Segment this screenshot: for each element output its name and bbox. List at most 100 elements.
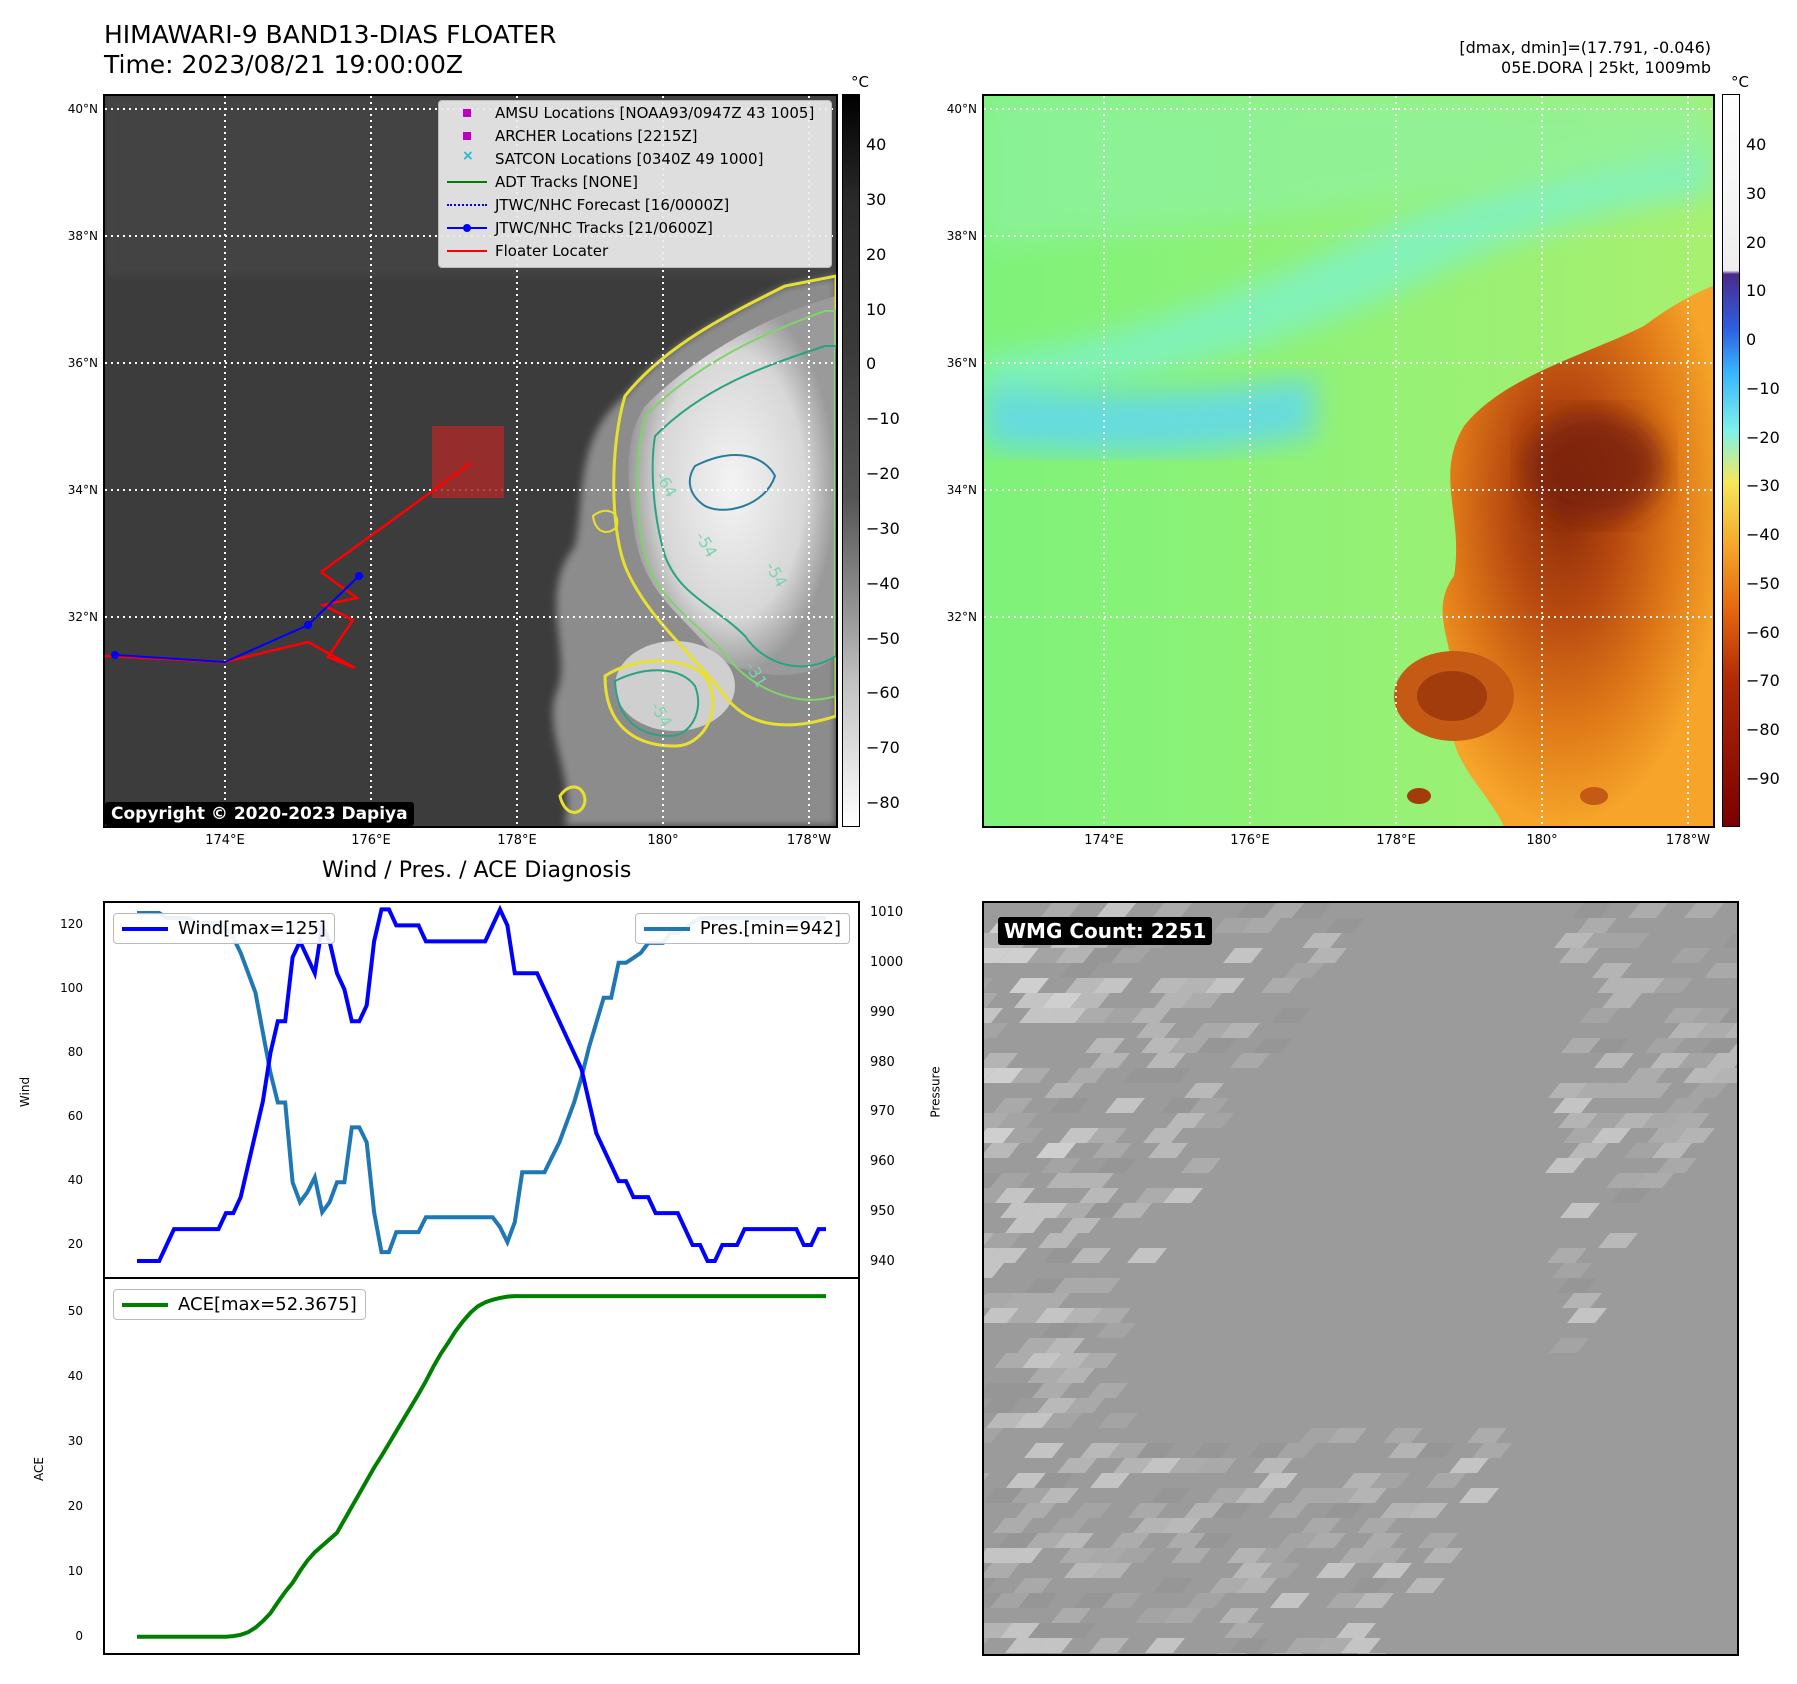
legend-item: ADT Tracks [NONE] xyxy=(439,170,831,193)
legend-label: JTWC/NHC Forecast [16/0000Z] xyxy=(495,195,730,214)
legend-label: JTWC/NHC Tracks [21/0600Z] xyxy=(495,218,713,237)
latitude-label: 32°N xyxy=(946,610,977,624)
latitude-label: 36°N xyxy=(946,356,977,370)
ir-colorbar-tick: −70 xyxy=(866,738,900,758)
jtwc-track xyxy=(114,575,360,664)
color-colorbar-tick: −40 xyxy=(1746,525,1780,545)
wmg-image xyxy=(984,903,1737,1654)
latitude-label: 38°N xyxy=(67,229,98,243)
color-map-panel xyxy=(982,94,1715,828)
pressure-axis-tick: 980 xyxy=(870,1054,895,1070)
ir-colorbar xyxy=(842,94,860,827)
legend-item: JTWC/NHC Forecast [16/0000Z] xyxy=(439,193,831,216)
pressure-legend-label: Pres.[min=942] xyxy=(699,918,841,939)
ir-colorbar-tick: −50 xyxy=(866,628,900,648)
longitude-label: 176°E xyxy=(351,833,391,848)
legend-symbol xyxy=(447,244,487,258)
ace-plot xyxy=(137,1294,826,1639)
ace-axis-tick: 0 xyxy=(75,1628,83,1643)
latitude-label: 34°N xyxy=(67,483,98,497)
pressure-axis-tick: 1010 xyxy=(870,904,904,920)
ir-colorbar-unit: °C xyxy=(851,73,869,91)
legend-label: ARCHER Locations [2215Z] xyxy=(495,126,698,145)
wind-legend: Wind[max=125] xyxy=(113,913,335,944)
map-legend: AMSU Locations [NOAA93/0947Z 43 1005] ARC… xyxy=(438,100,832,268)
wind-axis-tick: 40 xyxy=(67,1173,83,1188)
pressure-axis-title: Pressure xyxy=(928,1066,943,1118)
copyright-badge: Copyright © 2020-2023 Dapiya xyxy=(105,802,414,826)
ace-axis-title: ACE xyxy=(31,1457,46,1481)
color-colorbar-tick: −60 xyxy=(1746,622,1780,642)
ace-axis-tick: 20 xyxy=(67,1498,83,1513)
wind-pressure-chart: Wind[max=125] Pres.[min=942] xyxy=(103,901,860,1279)
longitude-label: 178°E xyxy=(497,833,537,848)
ir-colorbar-tick: −10 xyxy=(866,409,900,429)
color-colorbar-tick: −20 xyxy=(1746,427,1780,447)
legend-item: AMSU Locations [NOAA93/0947Z 43 1005] xyxy=(439,101,831,124)
legend-item: × SATCON Locations [0340Z 49 1000] xyxy=(439,147,831,170)
ace-legend: ACE[max=52.3675] xyxy=(113,1289,366,1320)
ir-colorbar-tick: 0 xyxy=(866,354,877,374)
legend-label: ADT Tracks [NONE] xyxy=(495,172,639,191)
legend-symbol xyxy=(447,221,487,235)
wind-pressure-plot xyxy=(137,904,826,1263)
pressure-axis-tick: 990 xyxy=(870,1004,895,1020)
longitude-label: 178°E xyxy=(1376,833,1416,848)
longitude-label: 174°E xyxy=(1084,833,1124,848)
wind-axis-tick: 100 xyxy=(60,981,83,996)
floater-box xyxy=(432,426,504,498)
ir-colorbar-tick: 20 xyxy=(866,244,887,264)
legend-symbol xyxy=(447,129,487,143)
wind-legend-label: Wind[max=125] xyxy=(178,918,326,939)
color-colorbar-tick: 20 xyxy=(1746,232,1767,252)
latitude-label: 36°N xyxy=(67,356,98,370)
wmg-panel: WMG Count: 2251 xyxy=(982,901,1739,1656)
color-colorbar xyxy=(1722,94,1740,827)
ace-series-line xyxy=(137,1294,826,1639)
color-map-image xyxy=(984,96,1713,826)
ace-axis-tick: 30 xyxy=(67,1433,83,1448)
dmax-dmin-info: [dmax, dmin]=(17.791, -0.046) xyxy=(1459,38,1711,57)
ir-colorbar-tick: 40 xyxy=(866,135,887,154)
color-colorbar-unit: °C xyxy=(1731,73,1749,91)
ace-axis-tick: 40 xyxy=(67,1368,83,1383)
color-colorbar-tick: −80 xyxy=(1746,720,1780,740)
ir-colorbar-tick: −20 xyxy=(866,464,900,483)
legend-symbol xyxy=(447,106,487,120)
legend-label: Floater Locater xyxy=(495,241,609,260)
wind-axis-tick: 60 xyxy=(67,1109,83,1124)
longitude-label: 180° xyxy=(647,833,679,848)
legend-item: ARCHER Locations [2215Z] xyxy=(439,124,831,147)
longitude-label: 180° xyxy=(1526,833,1558,848)
color-colorbar-tick: 10 xyxy=(1746,281,1767,301)
wind-axis-title: Wind xyxy=(18,1076,33,1108)
storm-info: 05E.DORA | 25kt, 1009mb xyxy=(1501,58,1711,77)
pressure-axis-tick: 1000 xyxy=(870,954,904,970)
latitude-label: 38°N xyxy=(946,229,977,243)
legend-item: JTWC/NHC Tracks [21/0600Z] xyxy=(439,216,831,239)
legend-label: SATCON Locations [0340Z 49 1000] xyxy=(495,149,764,168)
pressure-axis-tick: 940 xyxy=(870,1254,895,1270)
pressure-axis-tick: 970 xyxy=(870,1104,895,1120)
legend-item: Floater Locater xyxy=(439,239,831,262)
longitude-label: 178°W xyxy=(1665,833,1711,848)
wmg-count-badge: WMG Count: 2251 xyxy=(998,917,1213,945)
legend-symbol: × xyxy=(462,147,474,164)
wind-axis-tick: 80 xyxy=(67,1045,83,1060)
ir-colorbar-tick: −30 xyxy=(866,518,900,538)
pressure-axis-tick: 950 xyxy=(870,1204,895,1220)
wind-axis-tick: 20 xyxy=(67,1237,83,1252)
longitude-label: 174°E xyxy=(205,833,245,848)
ir-colorbar-tick: −80 xyxy=(866,793,900,812)
color-colorbar-tick: −10 xyxy=(1746,378,1780,398)
latitude-label: 40°N xyxy=(67,102,98,116)
ir-colorbar-tick: 10 xyxy=(866,299,887,319)
latitude-label: 32°N xyxy=(67,610,98,624)
wind-series-line xyxy=(137,904,826,1263)
longitude-label: 176°E xyxy=(1230,833,1270,848)
color-colorbar-tick: 30 xyxy=(1746,183,1767,203)
pressure-legend: Pres.[min=942] xyxy=(634,913,850,944)
diagnosis-title: Wind / Pres. / ACE Diagnosis xyxy=(322,858,632,883)
observation-time: Time: 2023/08/21 19:00:00Z xyxy=(104,50,463,79)
longitude-label: 178°W xyxy=(786,833,832,848)
